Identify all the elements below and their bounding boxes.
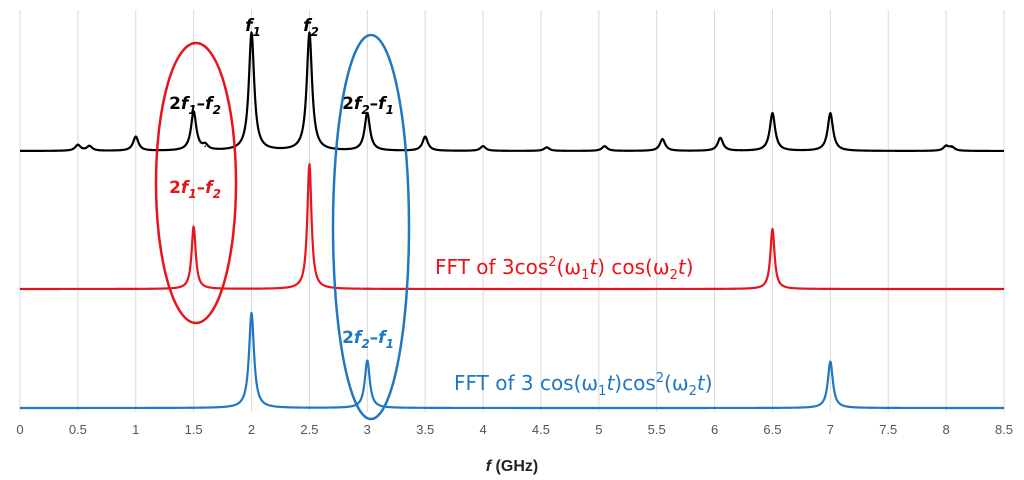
series-1 xyxy=(19,163,1005,291)
series-2 xyxy=(19,311,1005,410)
x-tick-label: 5 xyxy=(595,422,602,437)
peak-point xyxy=(250,312,253,314)
peak-point xyxy=(482,145,484,148)
peak-point xyxy=(829,112,832,115)
series-line xyxy=(19,163,1005,291)
annotation-black-2f2-minus-f1: 2f2–f1 xyxy=(342,94,394,117)
peak-point xyxy=(603,145,606,148)
series-line xyxy=(19,31,1005,153)
peak-point xyxy=(829,360,832,363)
x-tick-label: 5.5 xyxy=(648,422,666,437)
x-tick-label: 0.5 xyxy=(69,422,87,437)
x-tick-label: 8.5 xyxy=(995,422,1013,437)
peak-point xyxy=(308,163,311,165)
highlight-ellipse-blue xyxy=(331,33,411,421)
peak-point xyxy=(192,111,195,113)
peak-point xyxy=(661,138,664,140)
fft-label-blue: FFT of 3 cos(ω1t)cos2(ω2t) xyxy=(454,371,713,399)
x-tick-label: 0 xyxy=(16,422,23,437)
peak-point xyxy=(366,112,369,115)
peak-point xyxy=(545,146,548,149)
x-tick-label: 4.5 xyxy=(532,422,550,437)
peak-point xyxy=(134,136,137,138)
annotation-red-2f1-minus-f2: 2f1–f2 xyxy=(169,178,221,201)
x-tick-label: 7.5 xyxy=(879,422,897,437)
x-tick-label: 8 xyxy=(943,422,950,437)
peak-point xyxy=(771,228,774,230)
peak-point xyxy=(88,145,91,148)
spectrum-traces xyxy=(19,31,1005,410)
fft-label-red: FFT of 3cos2(ω1t) cos(ω2t) xyxy=(435,255,694,283)
peak-point xyxy=(308,32,311,34)
peak-point xyxy=(945,145,947,148)
x-tick-label: 1.5 xyxy=(185,422,203,437)
x-tick-label: 7 xyxy=(827,422,834,437)
annotation-black-2f1-minus-f2: 2f1–f2 xyxy=(169,94,221,117)
x-tick-label: 2 xyxy=(248,422,255,437)
peak-point xyxy=(204,145,207,148)
x-tick-label: 3.5 xyxy=(416,422,434,437)
series-line xyxy=(19,311,1005,410)
x-tick-labels: 0 0.5 1 1.5 2 2.5 3 3.5 4 4.5 5 5.5 6 6.5 7 7.5 8 8.5 xyxy=(16,422,1013,437)
x-tick-label: 4 xyxy=(479,422,486,437)
grid-lines xyxy=(19,10,1005,412)
annotation-blue-2f2-minus-f1: 2f2–f1 xyxy=(342,328,394,351)
peak-label-f2: f2 xyxy=(303,16,319,39)
peak-point xyxy=(771,112,774,115)
x-axis-label: f (GHz) xyxy=(486,458,538,475)
series-0 xyxy=(19,31,1005,153)
peak-point xyxy=(366,359,369,362)
x-tick-label: 6.5 xyxy=(763,422,781,437)
highlight-ellipse-red xyxy=(154,41,238,325)
peak-point xyxy=(951,146,953,149)
peak-point xyxy=(77,144,79,146)
x-tick-label: 2.5 xyxy=(300,422,318,437)
x-tick-label: 6 xyxy=(711,422,718,437)
peak-point xyxy=(250,32,253,34)
peak-label-f1: f1 xyxy=(245,16,261,39)
peak-point xyxy=(424,136,426,138)
peak-point xyxy=(719,137,722,139)
x-tick-label: 3 xyxy=(364,422,371,437)
x-tick-label: 1 xyxy=(132,422,139,437)
peak-point xyxy=(192,225,195,228)
